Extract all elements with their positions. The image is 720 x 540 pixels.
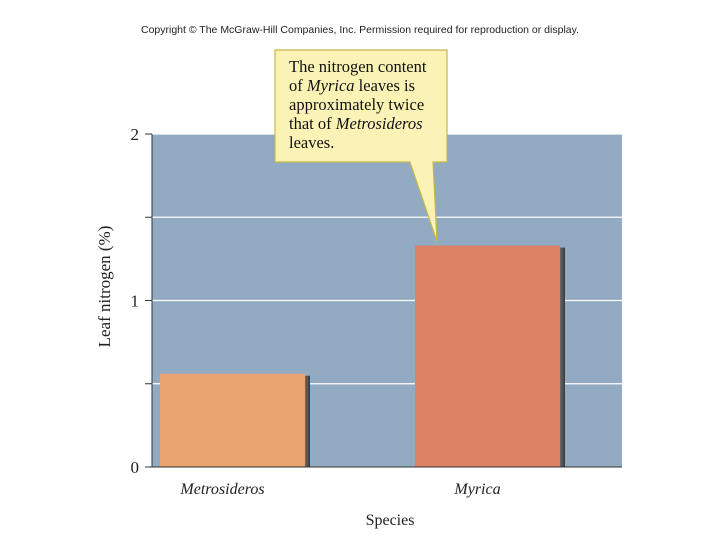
x-axis-label: Species (366, 512, 415, 529)
bars (160, 245, 565, 467)
y-axis-label: Leaf nitrogen (%) (95, 226, 114, 348)
x-tick-label: Metrosideros (179, 481, 264, 498)
callout-text-line: that of Metrosideros (289, 114, 423, 133)
bar-myrica (415, 245, 560, 467)
y-tick-label: 1 (131, 292, 140, 311)
bar-shadow (305, 375, 310, 467)
bar-shadow (560, 247, 565, 467)
y-tick-label: 0 (131, 458, 140, 477)
y-ticks: 0 1 2 (131, 125, 152, 477)
callout-text-line: The nitrogen content (289, 57, 427, 76)
callout-text-line: leaves. (289, 133, 334, 152)
x-tick-labels: Metrosideros Myrica (179, 481, 500, 498)
copyright-notice: Copyright © The McGraw-Hill Companies, I… (140, 24, 580, 36)
y-tick-label: 2 (131, 125, 140, 144)
callout-text-line: of Myrica leaves is (289, 76, 415, 95)
callout-text-line: approximately twice (289, 95, 424, 114)
callout-box (274, 49, 448, 242)
x-tick-label: Myrica (453, 481, 500, 498)
bar-metrosideros (160, 373, 305, 467)
